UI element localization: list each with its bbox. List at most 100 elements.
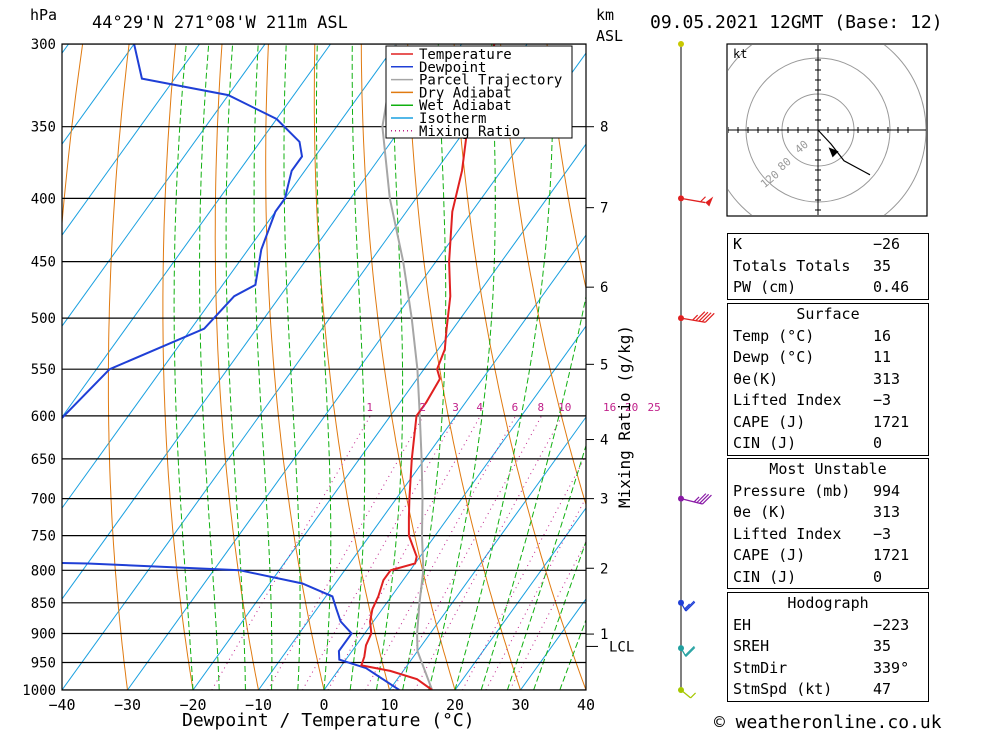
- dewpoint-line: [62, 44, 400, 690]
- profile-series: [62, 44, 496, 690]
- pressure-unit-label: hPa: [30, 6, 57, 24]
- axis-labels: 3003504004505005506006507007508008509009…: [22, 37, 634, 714]
- wet-adiabat-line: [349, 44, 366, 690]
- location-title: 44°29'N 271°08'W 211m ASL: [92, 13, 348, 33]
- indices-table: K −26 Totals Totals 35 PW (cm) 0.46: [727, 233, 929, 300]
- wet-adiabat-line: [283, 44, 301, 690]
- parcel-trajectory-line: [381, 44, 434, 690]
- isotherm-line: [323, 325, 586, 690]
- dry-adiabat-line: [453, 44, 586, 690]
- most-unstable-table: Most Unstable Pressure (mb) 994 θe (K) 313…: [727, 458, 929, 589]
- wind-barb: [680, 600, 696, 612]
- wind-profile: [678, 41, 715, 699]
- hodograph-table: Hodograph EH −223 SREH 35 StmDir 339° StmSp…: [727, 592, 929, 702]
- pressure-tick-label: 1000: [22, 683, 56, 699]
- dry-adiabat-line: [214, 44, 259, 690]
- mixing-ratio-label: 10: [558, 401, 571, 414]
- wet-adiabat-line: [533, 539, 586, 690]
- hodograph-table-title: Hodograph: [787, 594, 869, 612]
- mixing-ratio-axis-title: Mixing Ratio (g/kg): [615, 325, 634, 508]
- mixing-ratio-label: 8: [537, 401, 544, 414]
- dry-adiabat-line: [62, 44, 84, 690]
- isotherm-line: [258, 234, 586, 690]
- dry-adiabat-line: [919, 44, 1000, 690]
- most-unstable-row: Lifted Index −3: [733, 524, 892, 543]
- temperature-tick-label: 20: [446, 696, 464, 714]
- temperature-tick-label: 40: [577, 696, 595, 714]
- temperature-tick-label: −20: [179, 696, 206, 714]
- pressure-tick-label: 700: [31, 492, 56, 508]
- hodograph-row: EH −223: [733, 615, 910, 634]
- wet-adiabat-line: [225, 44, 246, 690]
- wind-barb: [680, 645, 696, 657]
- surface-row: CIN (J) 0: [733, 434, 883, 452]
- datetime-label: 09.05.2021 12GMT (Base: 12): [650, 12, 943, 33]
- mixing-ratio-label: 20: [625, 401, 638, 414]
- most-unstable-row: CAPE (J) 1721: [733, 546, 910, 564]
- legend-entry: Isotherm: [419, 111, 486, 127]
- surface-title: Surface: [796, 305, 860, 323]
- dry-adiabat-line: [162, 44, 194, 690]
- temperature-tick-label: −10: [245, 696, 272, 714]
- mixing-ratio-label: 16: [603, 401, 616, 414]
- legend-entry: Wet Adiabat: [419, 98, 512, 114]
- mixing-ratio-label: 2: [419, 401, 426, 414]
- legend-entry: Temperature: [419, 47, 512, 63]
- wind-level-dot: [678, 41, 684, 47]
- isotherm-line: [62, 44, 332, 418]
- storm-motion-marker: [828, 147, 839, 158]
- pressure-tick-label: 850: [31, 596, 56, 612]
- surface-row: Temp (°C) 16: [733, 326, 892, 345]
- legend-entry: Dewpoint: [419, 60, 486, 76]
- wind-barb: [680, 196, 714, 207]
- isobar-lines: [62, 44, 586, 690]
- wet-adiabat-line: [506, 443, 586, 690]
- dry-adiabat-line: [965, 44, 1000, 690]
- surface-table: Surface Temp (°C) 16 Dewp (°C) 11 θe(K) 313…: [727, 303, 929, 456]
- dry-adiabat-line: [360, 44, 456, 690]
- isotherm-line: [62, 44, 397, 509]
- plot-frame: [61, 43, 587, 691]
- mixing-ratio-line: [267, 415, 424, 690]
- legend-entry: Parcel Trajectory: [419, 73, 562, 89]
- height-tick-label: 3: [600, 492, 608, 508]
- index-row-k: K −26: [733, 235, 901, 253]
- wet-adiabat-line: [173, 44, 194, 690]
- height-tick-label: 8: [600, 120, 608, 136]
- temperature-tick-label: −30: [114, 696, 141, 714]
- mixing-ratio-line: [364, 415, 517, 690]
- wet-adiabat-line: [316, 44, 332, 690]
- pressure-tick-label: 950: [31, 655, 56, 671]
- pressure-tick-label: 300: [31, 37, 56, 53]
- pressure-tick-label: 750: [31, 529, 56, 545]
- surface-row: CAPE (J) 1721: [733, 412, 910, 431]
- surface-row: θe(K) 313: [733, 369, 901, 388]
- temperature-tick-label: −40: [48, 696, 75, 714]
- isotherm-line: [62, 44, 201, 236]
- pressure-tick-label: 450: [31, 255, 56, 271]
- dry-adiabat-line: [407, 44, 521, 690]
- height-tick-label: 1: [600, 627, 608, 643]
- isotherm-line: [389, 416, 586, 690]
- dry-adiabat-line: [546, 44, 586, 291]
- height-tick-label: 2: [600, 561, 608, 577]
- isotherm-line: [0, 44, 3, 690]
- wind-barb: [680, 493, 712, 505]
- mixing-ratio-label: 25: [648, 401, 661, 414]
- height-tick-label: 7: [600, 201, 608, 217]
- hodograph-row: StmSpd (kt) 47: [733, 680, 892, 698]
- most-unstable-row: θe (K) 313: [733, 503, 901, 521]
- most-unstable-title: Most Unstable: [769, 460, 887, 478]
- most-unstable-row: CIN (J) 0: [733, 567, 883, 586]
- height-tick-label: 5: [600, 357, 608, 373]
- height-unit-km: km: [596, 6, 614, 24]
- pressure-tick-label: 650: [31, 452, 56, 468]
- wet-adiabat-line: [454, 44, 554, 690]
- height-tick-label: 6: [600, 280, 608, 296]
- most-unstable-row: Pressure (mb) 994: [733, 481, 901, 500]
- wind-barb: [680, 689, 697, 699]
- dry-adiabat-line: [107, 44, 130, 690]
- index-row-pw: PW (cm) 0.46: [733, 278, 910, 296]
- surface-row: Dewp (°C) 11: [733, 348, 892, 366]
